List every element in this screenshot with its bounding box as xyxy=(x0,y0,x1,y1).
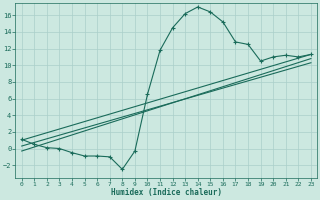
X-axis label: Humidex (Indice chaleur): Humidex (Indice chaleur) xyxy=(111,188,222,197)
